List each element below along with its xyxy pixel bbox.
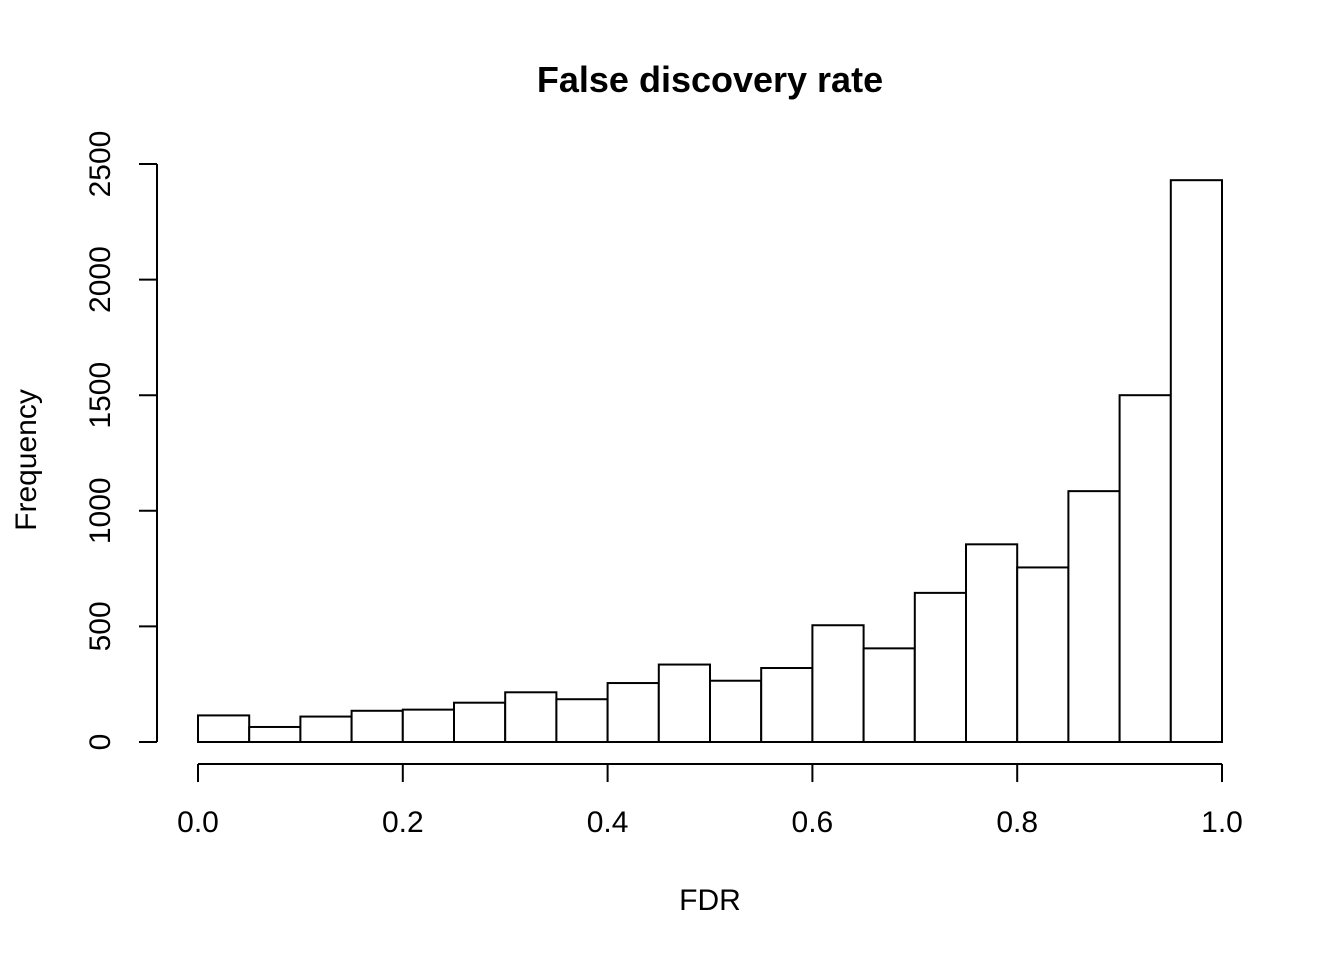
histogram-bar — [401, 708, 455, 744]
histogram-bar — [1067, 490, 1121, 744]
y-tick-label: 500 — [84, 601, 117, 651]
histogram-bar — [1118, 394, 1172, 743]
histogram-bar — [1016, 566, 1070, 743]
x-axis: 0.0 0.2 0.4 0.6 0.8 1.0 — [177, 763, 1243, 839]
histogram-bar — [248, 725, 302, 743]
histogram-bar — [453, 701, 507, 743]
x-tick-label: 0.0 — [177, 806, 219, 839]
y-tick-label: 1000 — [84, 477, 117, 544]
histogram-bar — [606, 682, 660, 744]
histogram-bar — [811, 624, 865, 744]
histogram-bar — [504, 691, 558, 743]
x-tick-label: 0.8 — [996, 806, 1038, 839]
x-tick-label: 0.2 — [382, 806, 424, 839]
chart-title: False discovery rate — [537, 59, 883, 100]
x-axis-label: FDR — [679, 884, 741, 917]
histogram-bar — [197, 714, 251, 743]
histogram-bar — [913, 591, 967, 743]
histogram-bar — [1169, 179, 1224, 743]
y-tick-label: 2000 — [84, 246, 117, 313]
bars-group — [197, 179, 1224, 744]
y-tick-label: 0 — [84, 734, 117, 751]
histogram-bar — [709, 679, 763, 743]
histogram-bar — [760, 667, 814, 743]
histogram-bar — [299, 715, 353, 743]
y-tick-label: 1500 — [84, 362, 117, 429]
histogram-bar — [965, 543, 1019, 743]
histogram-bar — [555, 698, 609, 744]
y-tick-label: 2500 — [84, 131, 117, 198]
y-axis: 0 500 1000 1500 2000 2500 — [84, 131, 158, 751]
histogram-bar — [657, 663, 711, 743]
histogram-bar — [350, 709, 404, 744]
x-tick-label: 0.4 — [587, 806, 629, 839]
y-axis-label: Frequency — [10, 389, 43, 531]
histogram-bar — [862, 647, 916, 744]
x-tick-label: 0.6 — [792, 806, 834, 839]
x-tick-label: 1.0 — [1201, 806, 1243, 839]
